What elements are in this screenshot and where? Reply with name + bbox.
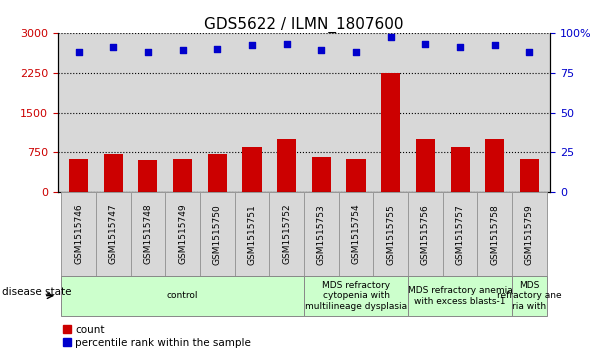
Text: GSM1515750: GSM1515750 — [213, 204, 222, 265]
Bar — [416, 139, 435, 192]
Bar — [512, 192, 547, 276]
Bar — [139, 160, 157, 192]
Bar — [477, 192, 512, 276]
Bar — [208, 154, 227, 192]
Bar — [443, 192, 477, 276]
Text: MDS
refractory ane
ria with: MDS refractory ane ria with — [497, 281, 562, 311]
Bar — [277, 139, 296, 192]
Bar — [200, 192, 235, 276]
Text: disease state: disease state — [2, 287, 71, 297]
Bar — [304, 192, 339, 276]
Text: GSM1515754: GSM1515754 — [351, 204, 361, 265]
Point — [351, 49, 361, 55]
Point — [317, 47, 326, 53]
Point — [455, 44, 465, 50]
Bar — [512, 276, 547, 316]
Bar — [485, 139, 504, 192]
Text: control: control — [167, 291, 198, 300]
Legend: count, percentile rank within the sample: count, percentile rank within the sample — [63, 325, 251, 348]
Bar — [451, 147, 469, 192]
Bar — [96, 192, 131, 276]
Point — [74, 49, 83, 55]
Bar — [173, 159, 192, 192]
Text: GSM1515758: GSM1515758 — [490, 204, 499, 265]
Bar — [408, 276, 512, 316]
Bar — [243, 147, 261, 192]
Text: GSM1515747: GSM1515747 — [109, 204, 118, 265]
Bar — [61, 192, 96, 276]
Bar — [131, 192, 165, 276]
Bar — [339, 192, 373, 276]
Bar — [69, 159, 88, 192]
Bar — [312, 157, 331, 192]
Text: GSM1515755: GSM1515755 — [386, 204, 395, 265]
Text: GSM1515756: GSM1515756 — [421, 204, 430, 265]
Text: GSM1515746: GSM1515746 — [74, 204, 83, 265]
Bar — [165, 192, 200, 276]
Point — [386, 34, 396, 40]
Text: GSM1515759: GSM1515759 — [525, 204, 534, 265]
Point — [490, 42, 500, 48]
Bar — [61, 276, 304, 316]
Point — [525, 49, 534, 55]
Point — [421, 41, 430, 47]
Point — [247, 42, 257, 48]
Point — [212, 46, 222, 52]
Point — [282, 41, 291, 47]
Bar — [104, 154, 123, 192]
Bar — [347, 159, 365, 192]
Text: GSM1515752: GSM1515752 — [282, 204, 291, 265]
Point — [178, 47, 187, 53]
Text: GSM1515748: GSM1515748 — [143, 204, 153, 265]
Text: GSM1515751: GSM1515751 — [247, 204, 257, 265]
Bar — [269, 192, 304, 276]
Bar — [520, 159, 539, 192]
Bar — [381, 73, 400, 192]
Text: GSM1515757: GSM1515757 — [455, 204, 465, 265]
Text: GSM1515753: GSM1515753 — [317, 204, 326, 265]
Bar — [235, 192, 269, 276]
Bar — [408, 192, 443, 276]
Bar — [373, 192, 408, 276]
Text: GSM1515749: GSM1515749 — [178, 204, 187, 265]
Point — [143, 49, 153, 55]
Text: MDS refractory
cytopenia with
multilineage dysplasia: MDS refractory cytopenia with multilinea… — [305, 281, 407, 311]
Bar — [304, 276, 408, 316]
Text: MDS refractory anemia
with excess blasts-1: MDS refractory anemia with excess blasts… — [408, 286, 513, 306]
Point — [108, 44, 118, 50]
Text: GDS5622 / ILMN_1807600: GDS5622 / ILMN_1807600 — [204, 16, 404, 33]
